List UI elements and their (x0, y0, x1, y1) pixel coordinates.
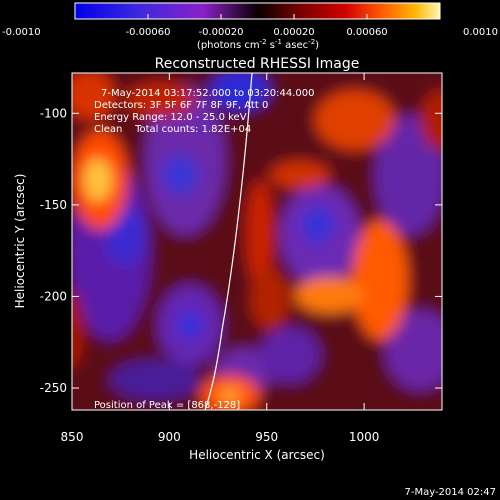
colorbar-tick-label: -0.00060 (126, 27, 171, 38)
rhessi-image (72, 73, 442, 410)
footer-timestamp: 7-May-2014 02:47 (404, 487, 496, 498)
y-tick-label: -100 (40, 106, 67, 120)
peak-position-label: Position of Peak = [868,-128] (94, 400, 240, 411)
x-tick-label: 1000 (349, 430, 380, 444)
solar-limb-line (204, 73, 253, 410)
colorbar: -0.0010 -0.00060 -0.00020 0.00020 0.00060 0.0… (2, 2, 498, 51)
y-axis-label: Heliocentric Y (arcsec) (13, 174, 27, 309)
plot-title: Reconstructed RHESSI Image (155, 56, 360, 72)
image-annotations: 7-May-2014 03:17:52.000 to 03:20:44.000 … (94, 88, 314, 411)
x-tick-label: 950 (255, 430, 278, 444)
colorbar-gradient (74, 2, 441, 20)
colorbar-units: (photons cm-2 s-1 asec-2) (197, 38, 319, 51)
colorbar-ticks: -0.0010 -0.00060 -0.00020 0.00020 0.00060 0.0… (2, 14, 498, 38)
colorbar-tick-label: -0.00020 (199, 27, 244, 38)
method-counts-label: Clean Total counts: 1.82E+04 (94, 124, 251, 135)
y-axis-ticks: -100 -150 -200 -250 (40, 106, 442, 395)
colorbar-tick-label: -0.0010 (2, 27, 41, 38)
y-tick-label: -150 (40, 198, 67, 212)
colorbar-tick-label: 0.00060 (346, 27, 387, 38)
y-tick-label: -250 (40, 381, 67, 395)
colorbar-tick-label: 0.00020 (273, 27, 314, 38)
plot-frame (71, 72, 443, 411)
colorbar-tick-label: 0.0010 (463, 27, 498, 38)
detectors-label: Detectors: 3F 5F 6F 7F 8F 9F, Att 0 (94, 100, 268, 111)
energy-range-label: Energy Range: 12.0 - 25.0 keV (94, 112, 247, 123)
x-tick-label: 850 (61, 430, 84, 444)
time-range-label: 7-May-2014 03:17:52.000 to 03:20:44.000 (101, 88, 314, 99)
x-tick-label: 900 (158, 430, 181, 444)
x-axis-label: Heliocentric X (arcsec) (189, 448, 325, 462)
x-axis-ticks: 850 900 950 1000 (61, 73, 380, 444)
y-tick-label: -200 (40, 289, 67, 303)
